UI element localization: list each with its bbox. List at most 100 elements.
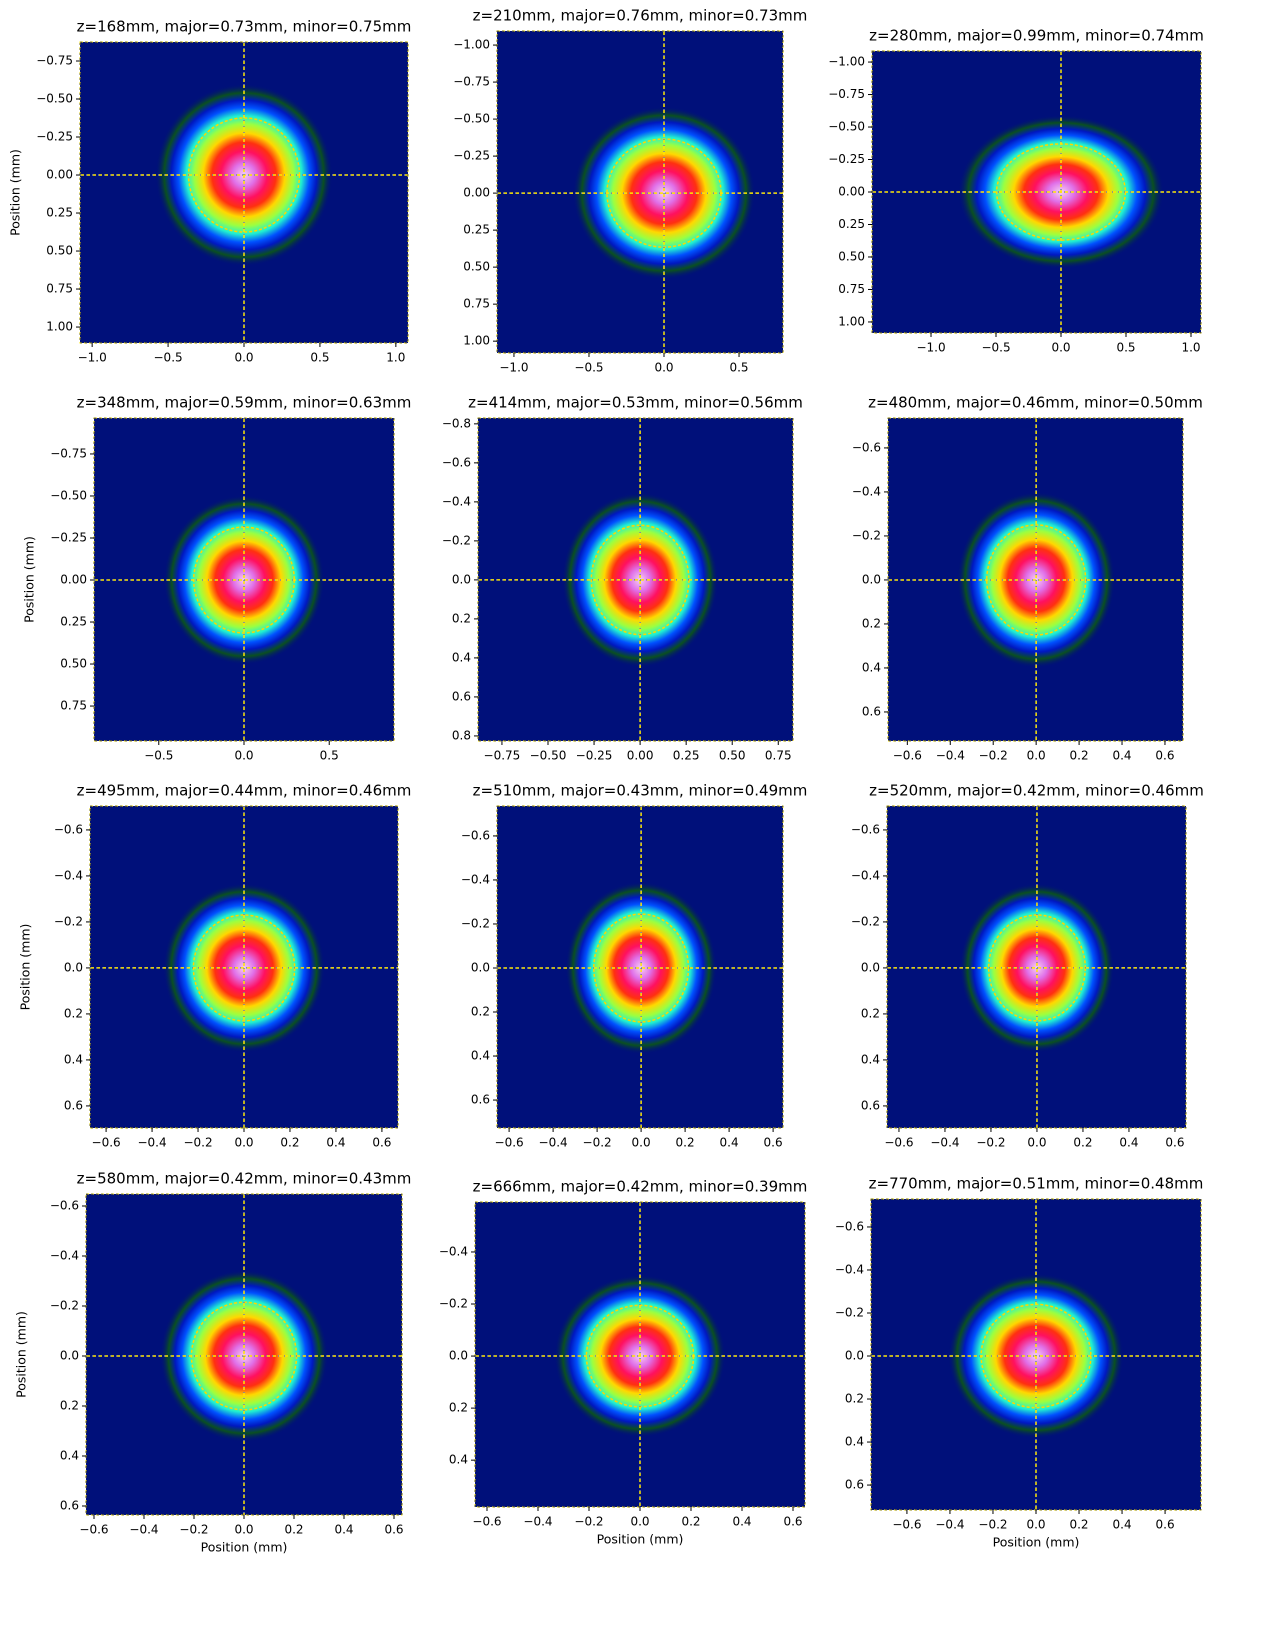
subplot-title: z=510mm, major=0.43mm, minor=0.49mm (473, 782, 808, 800)
y-tick-label: 0.4 (471, 1049, 490, 1063)
x-tick-label: 0.4 (1119, 1136, 1138, 1150)
y-axis-label: Position (mm) (18, 924, 33, 1011)
subplot-title: z=210mm, major=0.76mm, minor=0.73mm (473, 7, 808, 25)
y-tick-label: 0.8 (452, 728, 471, 742)
y-tick-label: 0.75 (60, 699, 87, 713)
subplot-title: z=168mm, major=0.73mm, minor=0.75mm (77, 18, 412, 36)
subplot: −0.6 −0.4 −0.2 0.0 0.2 0.4 0.6 −0.6 −0.4 −0.2 0.0 0… (852, 394, 1203, 763)
axes-frame (477, 417, 794, 742)
x-tick-label: −0.6 (893, 749, 922, 763)
y-tick-label: 0.6 (845, 1478, 864, 1492)
x-tick-label: 0.6 (764, 1136, 783, 1150)
plot-area (475, 1202, 805, 1507)
x-tick-label: 0.2 (284, 1523, 303, 1537)
subplot-title: z=280mm, major=0.99mm, minor=0.74mm (869, 27, 1204, 45)
y-tick-label: 0.00 (60, 573, 87, 587)
x-tick-label: −0.6 (495, 1136, 524, 1150)
subplot: −0.6 −0.4 −0.2 0.0 0.2 0.4 0.6 −0.6 −0.4 −0.2 0.0 0… (835, 1175, 1203, 1550)
x-tick-label: −0.5 (574, 361, 603, 375)
plot-area (887, 806, 1186, 1128)
x-tick-label: −1.0 (916, 341, 945, 355)
y-tick-label: −0.2 (54, 914, 83, 928)
x-tick-label: −0.2 (978, 1518, 1007, 1532)
y-tick-label: −0.4 (851, 868, 880, 882)
subplot: −0.6 −0.4 −0.2 0.0 0.2 0.4 0.6 −0.4 −0.2 0.0 0.2 0.… (439, 1178, 807, 1547)
y-tick-label: −0.2 (851, 914, 880, 928)
subplot: −0.75 −0.50 −0.25 0.00 0.25 0.50 0.75 −0.8 −0.6 −… (442, 394, 803, 763)
y-tick-label: 1.00 (838, 314, 865, 328)
x-tick-label: 0.0 (1027, 1136, 1046, 1150)
subplot-title: z=414mm, major=0.53mm, minor=0.56mm (468, 394, 803, 412)
beam (957, 491, 1116, 668)
x-tick-label: −0.2 (574, 1515, 603, 1529)
subplot: −0.6 −0.4 −0.2 0.0 0.2 0.4 0.6 −0.6 −0.4 −0.2 0.0 0… (851, 782, 1204, 1150)
x-tick-label: 0.50 (719, 749, 746, 763)
y-tick-label: −0.75 (828, 87, 865, 101)
x-tick-label: 0.5 (320, 749, 339, 763)
subplot-title: z=580mm, major=0.42mm, minor=0.43mm (77, 1170, 412, 1188)
x-tick-label: 0.5 (310, 351, 329, 365)
x-axis-label: Position (mm) (993, 1535, 1080, 1550)
plot-area (497, 806, 783, 1128)
y-tick-label: 0.25 (463, 223, 490, 237)
x-tick-label: −0.2 (179, 1523, 208, 1537)
y-tick-label: −0.8 (442, 416, 471, 430)
y-tick-label: −0.25 (453, 149, 490, 163)
x-tick-label: 0.0 (234, 1136, 253, 1150)
y-tick-label: 0.4 (449, 1453, 468, 1467)
y-tick-label: −0.2 (835, 1305, 864, 1319)
y-tick-label: 0.0 (452, 572, 471, 586)
y-tick-label: 0.4 (60, 1449, 79, 1463)
y-tick-label: 0.6 (861, 1098, 880, 1112)
x-tick-label: 0.4 (732, 1515, 751, 1529)
beam (959, 883, 1115, 1053)
x-tick-label: 0.2 (1069, 1518, 1088, 1532)
y-tick-label: 0.0 (60, 1349, 79, 1363)
subplot-title: z=666mm, major=0.42mm, minor=0.39mm (473, 1178, 808, 1196)
y-tick-label: 0.00 (463, 186, 490, 200)
y-tick-label: −0.6 (851, 822, 880, 836)
subplot-title: z=348mm, major=0.59mm, minor=0.63mm (77, 394, 412, 412)
subplot-title: z=770mm, major=0.51mm, minor=0.48mm (869, 1175, 1204, 1193)
y-tick-label: 0.2 (861, 1006, 880, 1020)
y-tick-label: −0.4 (835, 1262, 864, 1276)
y-tick-label: −0.6 (50, 1199, 79, 1213)
y-tick-label: −0.4 (54, 868, 83, 882)
y-tick-label: −0.6 (852, 440, 881, 454)
x-tick-label: −0.4 (935, 1518, 964, 1532)
x-tick-label: −0.5 (154, 351, 183, 365)
x-tick-label: 0.0 (1026, 1518, 1045, 1532)
y-tick-label: 0.25 (838, 217, 865, 231)
y-tick-label: −0.6 (54, 822, 83, 836)
y-tick-label: −0.25 (50, 530, 87, 544)
x-tick-label: 0.6 (783, 1515, 802, 1529)
x-tick-label: 0.00 (627, 749, 654, 763)
x-tick-label: −0.2 (183, 1136, 212, 1150)
y-tick-label: 0.4 (862, 660, 881, 674)
axes-frame (887, 417, 1184, 742)
x-tick-label: −0.25 (576, 749, 613, 763)
y-tick-label: −1.00 (453, 38, 490, 52)
x-tick-label: −1.0 (78, 351, 107, 365)
y-tick-label: 0.00 (46, 168, 73, 182)
y-tick-label: −0.75 (50, 446, 87, 460)
y-tick-label: −0.2 (852, 528, 881, 542)
y-tick-label: −0.4 (442, 494, 471, 508)
x-tick-label: −0.4 (129, 1523, 158, 1537)
y-tick-label: 0.75 (838, 282, 865, 296)
y-tick-label: 0.0 (861, 960, 880, 974)
y-tick-label: −0.4 (461, 872, 490, 886)
x-tick-label: 0.2 (676, 1136, 695, 1150)
x-tick-label: 1.0 (1181, 341, 1200, 355)
y-tick-label: 0.4 (861, 1052, 880, 1066)
y-tick-label: −0.2 (50, 1299, 79, 1313)
x-tick-label: 0.4 (326, 1136, 345, 1150)
y-tick-label: 0.50 (838, 249, 865, 263)
y-tick-label: 0.50 (463, 260, 490, 274)
y-tick-label: −0.6 (442, 455, 471, 469)
y-tick-label: 0.50 (60, 657, 87, 671)
x-axis-label: Position (mm) (201, 1540, 288, 1555)
y-tick-label: 0.2 (60, 1399, 79, 1413)
plot-area (80, 42, 408, 343)
